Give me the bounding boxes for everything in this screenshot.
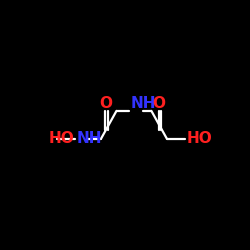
Text: O: O <box>99 96 112 111</box>
Text: HO: HO <box>186 131 212 146</box>
Text: NH: NH <box>77 131 102 146</box>
Text: NH: NH <box>131 96 156 111</box>
Text: HO: HO <box>49 131 74 146</box>
Text: O: O <box>152 96 166 111</box>
